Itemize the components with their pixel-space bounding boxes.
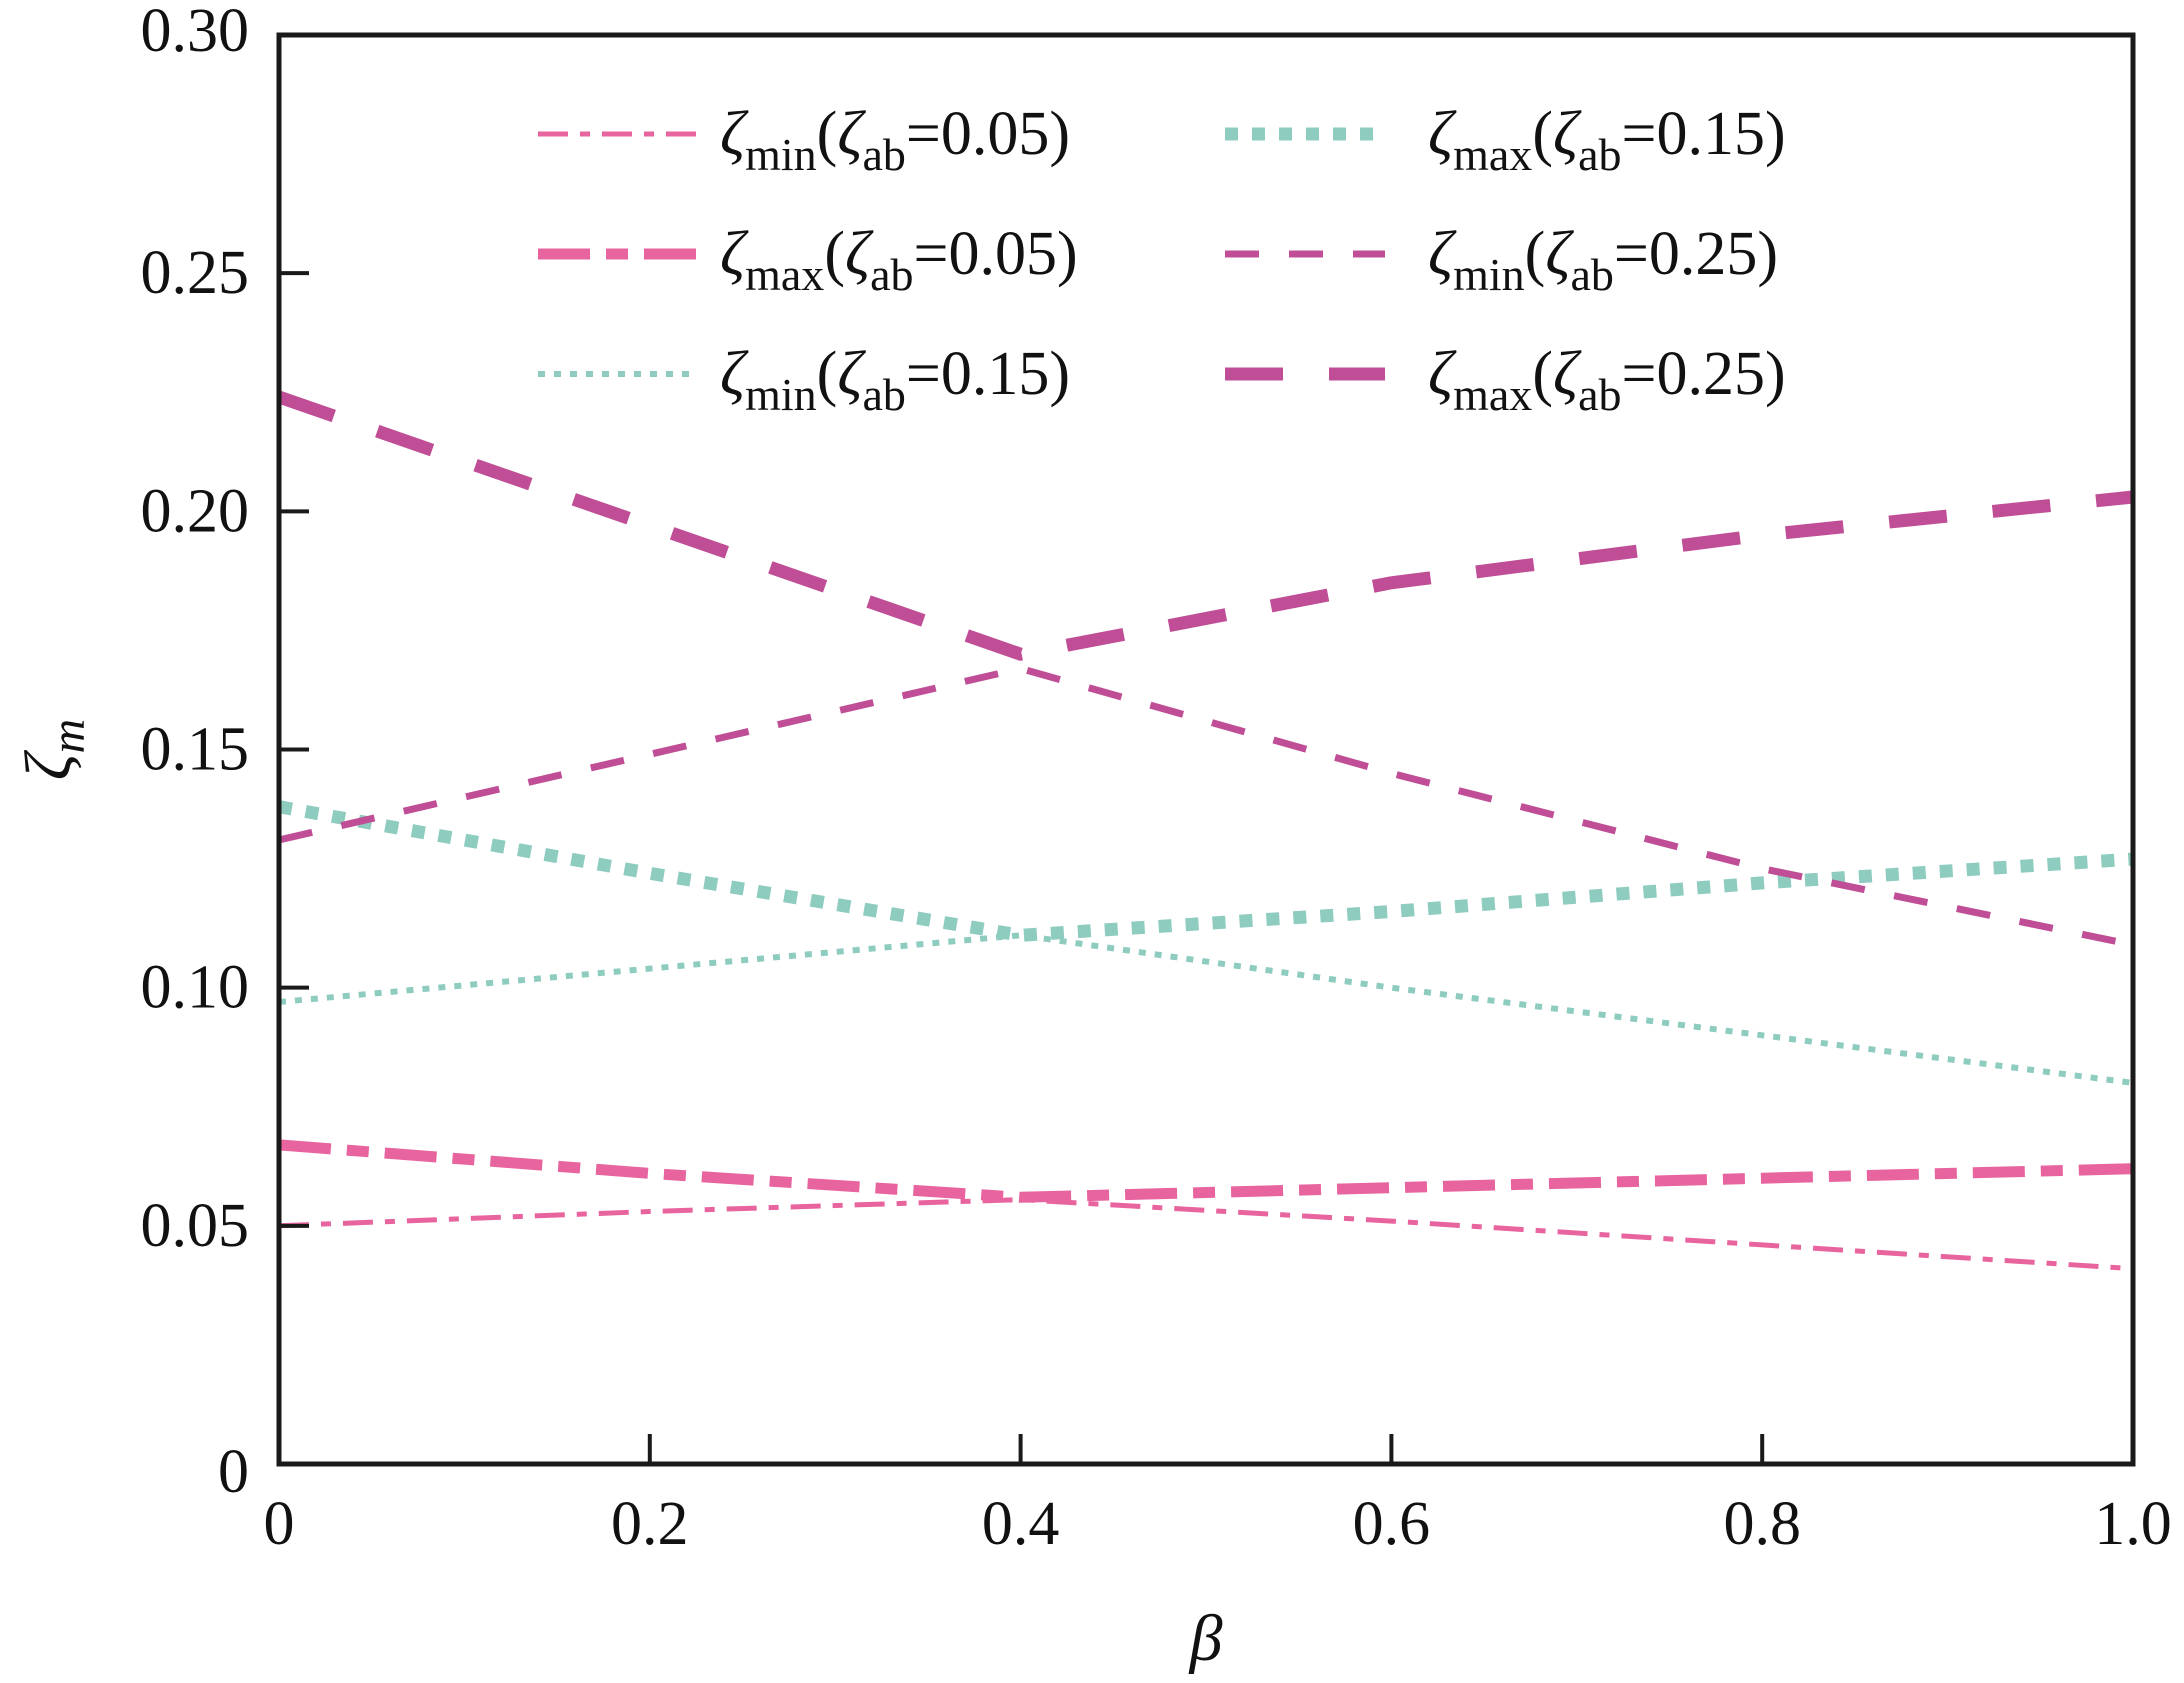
y-axis-title-subscript: m [42,719,95,754]
legend-item-4: ζmin(ζab=0.25) [1225,220,1778,300]
y-tick-label: 0.20 [141,477,250,545]
legend-item-0: ζmin(ζab=0.05) [538,100,1070,180]
x-tick-label: 0 [264,1490,295,1558]
series-line-0 [278,1197,2134,1272]
series-line-3 [277,800,2134,942]
x-tick-label: 0.8 [1723,1490,1801,1558]
y-axis-title: ζm [12,719,95,780]
x-tick-label: 0.4 [982,1490,1060,1558]
y-tick-label: 0.10 [141,954,250,1022]
y-tick-label: 0.30 [141,0,250,65]
legend-label: ζmax(ζab=0.05) [720,220,1078,300]
ticks-layer: 0 0.05 0.10 0.15 0.20 0.25 0.30 0 0.2 0.4 0.6 0.8 1.… [141,0,2172,1558]
series-line-5 [276,390,2134,661]
y-tick-label: 0.15 [141,716,250,784]
y-tick-label: 0.25 [141,239,250,307]
series-line-4 [278,665,2134,949]
series-line-1 [278,1139,2134,1203]
y-tick-label: 0 [218,1438,249,1506]
x-axis-title: β [1188,1602,1223,1675]
y-axis-title-symbol: ζ [12,749,85,780]
legend: ζmin(ζab=0.05) ζmax(ζab=0.05) ζmin(ζab=0.1… [538,100,1786,420]
legend-item-1: ζmax(ζab=0.05) [538,220,1078,300]
legend-label: ζmax(ζab=0.15) [1428,100,1786,180]
legend-label: ζmax(ζab=0.25) [1428,340,1786,420]
legend-item-2: ζmin(ζab=0.15) [538,340,1070,420]
x-tick-label: 0.2 [611,1490,689,1558]
series-line-2 [278,932,2134,1086]
x-tick-label: 1.0 [2094,1490,2172,1558]
x-tick-label: 0.6 [1353,1490,1431,1558]
y-tick-label: 0.05 [141,1192,250,1260]
series-layer [276,390,2134,1272]
legend-label: ζmin(ζab=0.15) [720,340,1070,420]
legend-item-5: ζmax(ζab=0.25) [1225,340,1786,420]
legend-label: ζmin(ζab=0.25) [1428,220,1778,300]
legend-item-3: ζmax(ζab=0.15) [1225,100,1786,180]
legend-label: ζmin(ζab=0.05) [720,100,1070,180]
